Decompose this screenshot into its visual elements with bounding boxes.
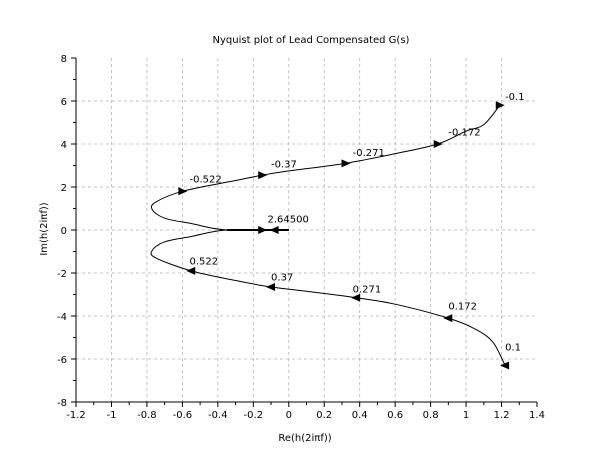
nyquist-curve-lower — [150, 229, 506, 366]
x-tick-label: -0.6 — [173, 410, 193, 421]
frequency-label: 0.1 — [505, 342, 521, 353]
axes: -1.2 -1 -0.8 -0.6 -0.4 -0.2 0 0.2 0.4 0.6 0.8 1 1.2 1… — [57, 54, 545, 421]
frequency-label: 0.172 — [448, 302, 477, 313]
direction-arrow — [266, 282, 276, 291]
y-tick-label: 0 — [61, 226, 67, 237]
x-tick-label: -0.8 — [137, 410, 157, 421]
frequency-label: -0.172 — [448, 127, 480, 138]
frequency-label: -0.271 — [353, 148, 385, 159]
direction-arrow — [269, 226, 279, 234]
direction-arrow — [258, 171, 268, 180]
x-tick-label: -1.2 — [66, 410, 86, 421]
y-tick-label: -4 — [57, 312, 67, 323]
y-tick-label: -2 — [57, 269, 67, 280]
direction-arrow — [178, 187, 188, 196]
y-axis-label: Im(h(2iπf)) — [39, 202, 50, 255]
x-tick-label: -0.4 — [208, 410, 228, 421]
direction-arrow — [495, 101, 505, 110]
x-tick-label: 0.8 — [423, 410, 439, 421]
x-tick-label: 0.4 — [352, 410, 368, 421]
direction-arrow — [258, 226, 268, 234]
x-axis-label: Re(h(2iπf)) — [278, 433, 331, 444]
frequency-label: 0.522 — [189, 256, 218, 267]
direction-arrow — [341, 159, 351, 168]
x-tick-label: 0.2 — [316, 410, 332, 421]
y-tick-label: 8 — [61, 54, 67, 65]
x-tick-label: -1 — [106, 410, 116, 421]
y-tick-label: -6 — [57, 355, 67, 366]
y-tick-label: 6 — [61, 97, 67, 108]
nyquist-curve-upper — [150, 104, 501, 231]
x-tick-label: 1 — [463, 410, 469, 421]
y-tick-label: 4 — [61, 140, 67, 151]
y-tick-label: -8 — [57, 398, 67, 409]
x-tick-label: 1.2 — [494, 410, 510, 421]
direction-arrow — [186, 266, 196, 275]
data-layer: -0.1 -0.172 -0.271 -0.37 -0.522 2.64500 0.522 0… — [150, 92, 525, 370]
y-tick-label: 2 — [61, 183, 67, 194]
x-tick-label: 1.4 — [529, 410, 545, 421]
x-tick-label: -0.2 — [244, 410, 264, 421]
grid-lines — [76, 58, 537, 402]
frequency-label: 0.37 — [271, 273, 293, 284]
chart-title: Nyquist plot of Lead Compensated G(s) — [213, 35, 410, 46]
direction-arrow — [433, 140, 443, 148]
direction-arrow — [443, 314, 453, 323]
frequency-label: -0.522 — [189, 175, 221, 186]
direction-arrow — [500, 361, 510, 370]
frequency-label: 2.64500 — [267, 214, 308, 225]
frequency-label: 0.271 — [353, 284, 382, 295]
frequency-label: -0.37 — [271, 160, 297, 171]
x-tick-label: 0.6 — [387, 410, 403, 421]
direction-arrow — [351, 293, 361, 302]
frequency-label: -0.1 — [505, 92, 525, 103]
x-tick-label: 0 — [286, 410, 292, 421]
